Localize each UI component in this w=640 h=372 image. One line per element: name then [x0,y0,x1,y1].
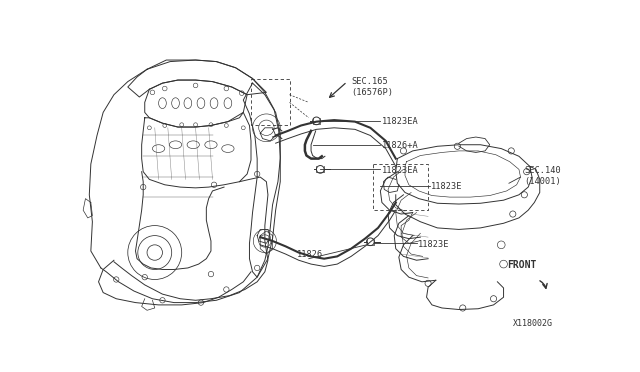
Text: 11826+A: 11826+A [382,141,419,150]
Text: 11826: 11826 [297,250,323,259]
Text: 11823E: 11823E [431,182,463,191]
Text: FRONT: FRONT [508,260,537,270]
Text: 11823E: 11823E [418,240,449,248]
Text: 11823EA: 11823EA [382,166,419,174]
Text: X118002G: X118002G [513,319,553,328]
Text: SEC.140
(14001): SEC.140 (14001) [524,166,561,186]
Text: SEC.165
(16576P): SEC.165 (16576P) [351,77,393,97]
Text: 11823EA: 11823EA [382,117,419,126]
